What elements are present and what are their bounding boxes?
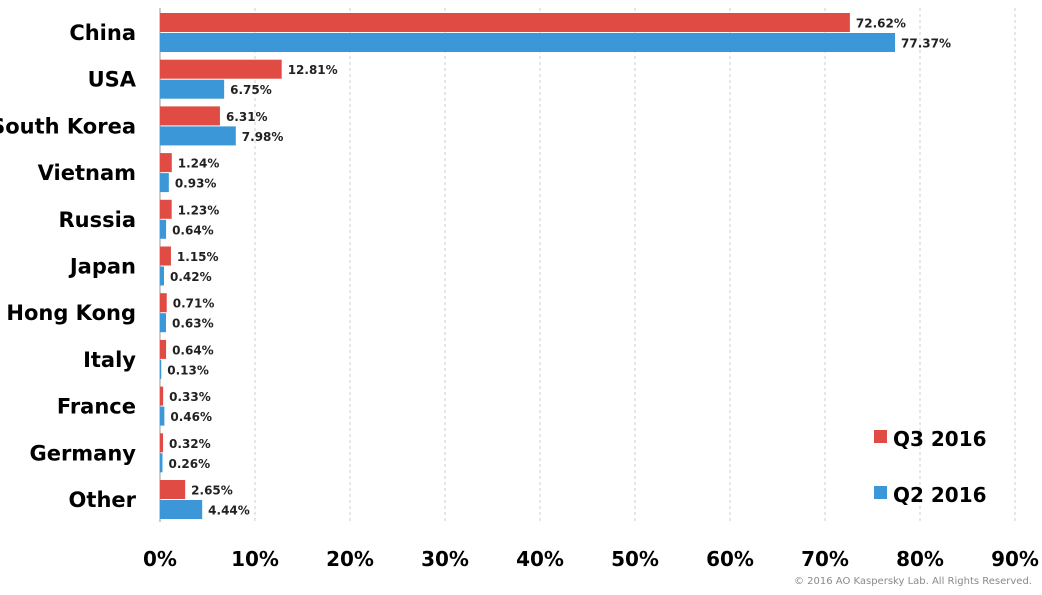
category-label: Germany: [29, 441, 136, 465]
bar-q2: [160, 33, 896, 52]
value-label: 1.15%: [177, 250, 219, 264]
bar-q3: [160, 13, 850, 32]
labels-layer: 72.62% 77.37% China 12.81% 6.75% USA 6.31% 7.98…: [0, 17, 951, 518]
value-label: 0.32%: [169, 437, 211, 451]
category-label: Other: [69, 488, 137, 512]
bars-layer: [160, 13, 896, 519]
value-label: 0.93%: [175, 177, 217, 191]
category-label: USA: [88, 68, 137, 92]
value-label: 4.44%: [208, 504, 250, 518]
x-tick-label: 30%: [421, 547, 469, 571]
category-label: South Korea: [0, 114, 136, 138]
legend-swatch: [874, 430, 887, 443]
value-label: 1.24%: [178, 157, 220, 171]
copyright-notice: © 2016 AO Kaspersky Lab. All Rights Rese…: [793, 576, 1032, 587]
value-label: 6.75%: [230, 83, 272, 97]
x-tick-label: 0%: [143, 547, 177, 571]
x-tick-label: 60%: [706, 547, 754, 571]
bar-q3: [160, 433, 164, 453]
bar-q3: [160, 339, 167, 359]
bar-q3: [160, 59, 282, 79]
bar-q2: [160, 313, 166, 333]
value-label: 0.63%: [172, 317, 214, 331]
value-label: 72.62%: [856, 17, 906, 31]
category-label: Hong Kong: [6, 301, 136, 325]
value-label: 77.37%: [901, 37, 951, 51]
bar-q2: [160, 126, 236, 146]
x-tick-label: 20%: [326, 547, 374, 571]
value-label: 0.13%: [167, 363, 209, 377]
value-label: 7.98%: [242, 130, 284, 144]
legend-label: Q3 2016: [893, 427, 987, 451]
bar-q3: [160, 246, 171, 266]
value-label: 0.64%: [172, 343, 214, 357]
value-label: 1.23%: [178, 203, 220, 217]
bar-q2: [160, 219, 167, 239]
value-label: 12.81%: [288, 63, 338, 77]
value-label: 0.33%: [169, 390, 211, 404]
category-label: Russia: [59, 208, 137, 232]
value-label: 0.71%: [173, 297, 215, 311]
bar-q2: [160, 406, 165, 426]
bar-q2: [160, 173, 169, 193]
bar-q3: [160, 106, 220, 126]
bar-q2: [160, 453, 163, 473]
x-tick-label: 70%: [801, 547, 849, 571]
x-axis-ticks: 0% 10% 20% 30% 40% 50% 60% 70% 80% 90%: [143, 547, 1039, 571]
value-label: 2.65%: [191, 484, 233, 498]
bar-q2: [160, 79, 225, 99]
value-label: 0.64%: [172, 223, 214, 237]
grid-layer: [159, 8, 1016, 522]
x-tick-label: 10%: [231, 547, 279, 571]
bar-q3: [160, 199, 172, 219]
value-label: 0.42%: [170, 270, 212, 284]
category-label: China: [69, 21, 136, 45]
category-label: Italy: [83, 348, 136, 372]
legend: Q3 2016 Q2 2016: [874, 427, 987, 507]
x-tick-label: 40%: [516, 547, 564, 571]
legend-label: Q2 2016: [893, 483, 987, 507]
bar-q2: [160, 500, 203, 519]
value-label: 6.31%: [226, 110, 268, 124]
bar-q2: [160, 266, 164, 286]
value-label: 0.46%: [170, 410, 212, 424]
x-tick-label: 80%: [896, 547, 944, 571]
category-label: Japan: [68, 255, 136, 279]
x-tick-label: 90%: [991, 547, 1039, 571]
x-tick-label: 50%: [611, 547, 659, 571]
category-label: Vietnam: [38, 161, 136, 185]
bar-q2: [160, 359, 162, 379]
category-label: France: [57, 395, 136, 419]
bar-q3: [160, 293, 167, 313]
bar-q3: [160, 480, 186, 499]
bar-q3: [160, 153, 172, 173]
bar-q3: [160, 386, 164, 406]
legend-swatch: [874, 486, 887, 499]
value-label: 0.26%: [168, 457, 210, 471]
